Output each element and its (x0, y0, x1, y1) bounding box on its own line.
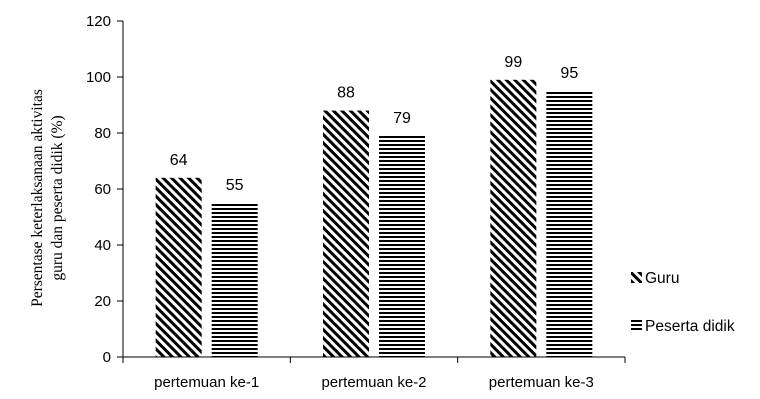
bar-guru-3 (490, 79, 537, 358)
bars (155, 79, 593, 358)
y-tick-label: 100 (86, 69, 111, 86)
data-label: 95 (560, 65, 578, 82)
x-tick-label: pertemuan ke-1 (154, 374, 259, 391)
y-axis-label-line-1: Persentase keterlaksanaan aktivitas (29, 89, 46, 307)
y-axis-label: Persentase keterlaksanaan aktivitas guru… (29, 89, 66, 307)
y-tick-label: 40 (94, 237, 111, 254)
y-axis-ticks: 0 20 40 60 80 100 120 (86, 13, 111, 366)
y-tick-label: 0 (103, 349, 111, 366)
bar-peserta-didik-1 (211, 203, 258, 357)
data-label: 88 (337, 85, 355, 102)
data-label: 99 (504, 54, 522, 71)
y-tick-label: 80 (94, 125, 111, 142)
x-tick-label: pertemuan ke-2 (321, 374, 426, 391)
data-labels: 64 55 88 79 99 95 (170, 54, 579, 194)
y-tick-label: 60 (94, 181, 111, 198)
x-tick-label: pertemuan ke-3 (489, 374, 594, 391)
legend: Guru Peserta didik (631, 270, 735, 335)
legend-swatch-guru (631, 272, 642, 283)
bar-peserta-didik-2 (379, 135, 425, 357)
axes (117, 20, 626, 363)
legend-label: Guru (645, 270, 679, 287)
data-label: 79 (393, 110, 411, 127)
legend-swatch-peserta-didik (631, 320, 642, 331)
y-tick-label: 120 (86, 13, 111, 30)
legend-label: Peserta didik (645, 318, 735, 335)
x-axis-ticks: pertemuan ke-1 pertemuan ke-2 pertemuan ke… (154, 374, 594, 391)
data-label: 64 (170, 152, 188, 169)
data-label: 55 (226, 177, 244, 194)
bar-guru-2 (323, 110, 369, 357)
y-tick-label: 20 (94, 293, 111, 310)
y-axis-label-line-2: guru dan peserta didik (%) (49, 115, 66, 280)
bar-peserta-didik-3 (546, 91, 593, 357)
bar-guru-1 (155, 177, 202, 357)
